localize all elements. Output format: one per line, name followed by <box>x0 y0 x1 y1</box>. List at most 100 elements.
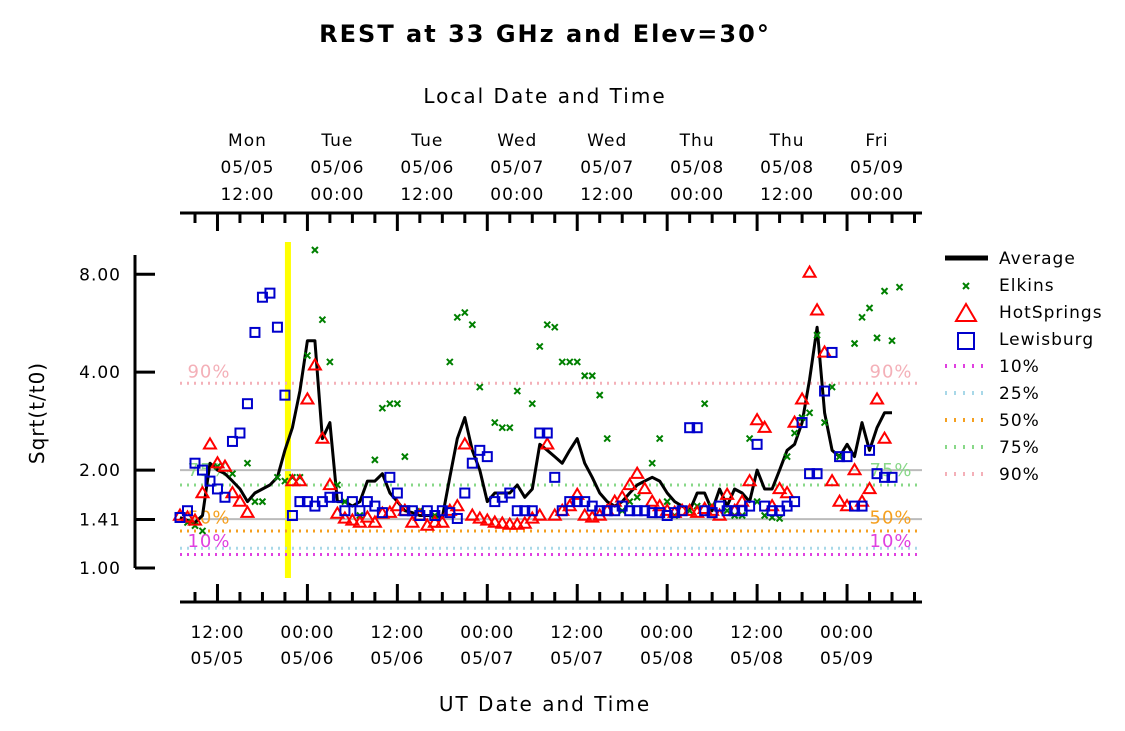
elkins-point <box>243 459 252 467</box>
legend-symbol-elkins <box>962 282 970 290</box>
elkins-point <box>888 336 896 345</box>
hotsprings-point <box>636 480 653 495</box>
hotsprings-point <box>494 515 511 529</box>
elkins-point <box>633 493 641 501</box>
lewisburg-point <box>691 422 703 434</box>
lewisburg-point <box>729 505 741 517</box>
lewisburg-point <box>294 496 306 508</box>
hotsprings-point <box>457 436 473 450</box>
lewisburg-point <box>819 385 831 397</box>
elkins-point <box>536 342 544 351</box>
elkins-point <box>655 434 664 443</box>
lewisburg-point <box>339 505 351 517</box>
elkins-point <box>468 320 477 329</box>
lewisburg-point <box>369 500 381 512</box>
elkins-point <box>581 372 589 380</box>
hotsprings-point <box>539 436 556 450</box>
lewisburg-point <box>189 457 201 469</box>
lewisburg-point <box>676 505 688 517</box>
hotsprings-point <box>284 473 301 487</box>
lewisburg-point <box>324 491 336 503</box>
hotsprings-point <box>232 493 248 507</box>
elkins-point <box>865 304 874 312</box>
chart-title: REST at 33 GHz and Elev=30° <box>319 20 771 48</box>
hotsprings-point <box>719 486 735 500</box>
elkins-point <box>371 456 379 464</box>
elkins-point <box>551 323 559 331</box>
hotsprings-point <box>314 430 331 444</box>
hotsprings-point <box>322 477 338 491</box>
lewisburg-point <box>444 507 456 519</box>
top-tick-label-date: 05/07 <box>490 158 544 178</box>
hotsprings-point <box>869 391 885 405</box>
elkins-point <box>506 423 514 432</box>
legend-label: Average <box>999 249 1076 269</box>
elkins-point <box>775 514 784 523</box>
lewisburg-point <box>639 505 651 517</box>
top-tick-label-day: Tue <box>320 131 353 151</box>
elkins-point <box>858 313 866 321</box>
lewisburg-point <box>211 483 223 495</box>
lewisburg-point <box>549 471 561 483</box>
top-tick-label-date: 05/08 <box>760 158 814 178</box>
bottom-tick-label-date: 05/06 <box>280 649 334 669</box>
hotsprings-point <box>344 512 361 526</box>
lewisburg-point <box>826 346 838 358</box>
legend-label: 25% <box>999 384 1040 404</box>
legend-symbol-hotsprings <box>954 302 978 322</box>
bottom-tick-label-date: 05/08 <box>640 649 694 669</box>
y-tick-label: 1.41 <box>79 510 121 530</box>
hotsprings-point <box>427 514 443 528</box>
hotsprings-point <box>831 493 848 507</box>
lewisburg-point <box>436 505 448 517</box>
elkins-point <box>813 331 821 339</box>
lewisburg-point <box>541 427 553 439</box>
highlight-band <box>284 242 291 578</box>
elkins-point <box>596 391 604 399</box>
lewisburg-point <box>354 505 366 517</box>
hotsprings-point <box>779 485 795 499</box>
legend-label: Lewisburg <box>999 330 1094 350</box>
lewisburg-point <box>684 422 696 434</box>
top-tick-label-day: Wed <box>497 131 537 151</box>
lewisburg-point <box>699 505 711 517</box>
lewisburg-point <box>459 487 471 499</box>
hotsprings-point <box>187 512 203 526</box>
top-tick-label-date: 05/05 <box>220 158 274 178</box>
lewisburg-point <box>631 505 643 517</box>
hotsprings-point <box>569 486 585 500</box>
top-tick-label-day: Mon <box>228 131 267 151</box>
y-tick-label: 4.00 <box>79 363 121 383</box>
lewisburg-point <box>856 500 868 512</box>
hotsprings-point <box>307 357 323 371</box>
elkins-point <box>461 308 469 317</box>
top-tick-label-day: Tue <box>410 131 443 151</box>
lewisburg-point <box>751 438 763 450</box>
elkins-point <box>491 418 499 427</box>
lewisburg-point <box>264 287 276 299</box>
lewisburg-point <box>879 471 891 483</box>
hotsprings-point <box>337 510 353 524</box>
elkins-point <box>783 452 791 461</box>
elkins-point <box>401 452 409 461</box>
elkins-point <box>378 404 387 412</box>
series-average <box>179 325 892 524</box>
lewisburg-point <box>601 505 613 517</box>
elkins-point <box>790 429 799 437</box>
hotsprings-point <box>651 498 668 512</box>
y-tick-label: 8.00 <box>79 265 121 285</box>
lewisburg-point <box>834 451 846 463</box>
legend-label: 10% <box>999 357 1040 377</box>
top-axis-title: Local Date and Time <box>423 84 666 108</box>
bottom-tick-label-date: 05/09 <box>820 649 874 669</box>
elkins-point <box>648 459 656 467</box>
hotsprings-point <box>194 485 211 499</box>
elkins-point <box>386 399 394 408</box>
hotsprings-point <box>209 455 226 469</box>
lewisburg-point <box>346 496 358 508</box>
series-lewisburg <box>174 287 898 524</box>
hotsprings-point <box>434 514 451 528</box>
hotsprings-point <box>367 514 383 528</box>
lewisburg-point <box>526 505 538 517</box>
